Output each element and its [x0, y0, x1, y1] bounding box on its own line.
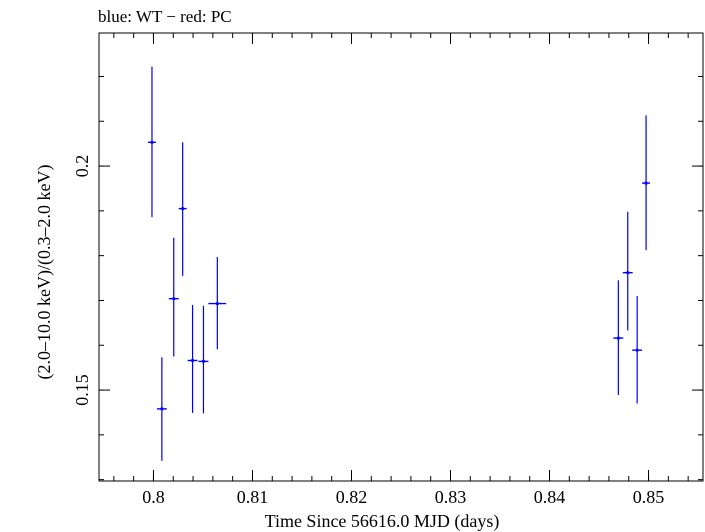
point-marker: [616, 336, 620, 340]
data-point: [622, 211, 633, 331]
x-tick-label: 0.8: [142, 487, 165, 507]
x-tick-label: 0.85: [633, 487, 665, 507]
data-point: [632, 295, 643, 404]
y-tick-labels: 0.15 0.2: [72, 155, 92, 406]
y-axis-label: (2.0–10.0 keV)/(0.3–2.0 keV): [34, 165, 55, 380]
chart-title: blue: WT − red: PC: [98, 7, 232, 26]
point-marker: [181, 207, 185, 211]
data-point: [178, 142, 187, 276]
y-tick-label: 0.15: [72, 374, 92, 406]
point-marker: [626, 271, 630, 275]
x-tick-labels: 0.8 0.81 0.82 0.83 0.84 0.85: [142, 487, 664, 507]
data-point: [156, 357, 167, 461]
axis-ticks: [99, 33, 703, 481]
point-marker: [160, 407, 164, 411]
point-marker: [190, 358, 195, 363]
data-point: [168, 237, 179, 357]
point-marker: [172, 297, 176, 301]
point-marker: [215, 301, 219, 306]
point-marker: [635, 348, 639, 352]
y-tick-label: 0.2: [72, 155, 92, 178]
x-tick-label: 0.84: [534, 487, 566, 507]
point-marker: [150, 140, 154, 144]
data-point: [642, 115, 651, 251]
x-tick-label: 0.82: [336, 487, 368, 507]
data-point: [198, 305, 209, 414]
x-axis-label: Time Since 56616.0 MJD (days): [265, 511, 500, 532]
data-point: [613, 280, 624, 395]
data-point: [187, 304, 198, 413]
x-tick-label: 0.83: [435, 487, 467, 507]
x-tick-label: 0.81: [237, 487, 269, 507]
data-points: [148, 66, 651, 461]
data-point: [208, 257, 227, 350]
data-point: [148, 66, 156, 218]
point-marker: [644, 181, 648, 185]
point-marker: [201, 359, 206, 363]
plot-frame: [98, 32, 704, 482]
